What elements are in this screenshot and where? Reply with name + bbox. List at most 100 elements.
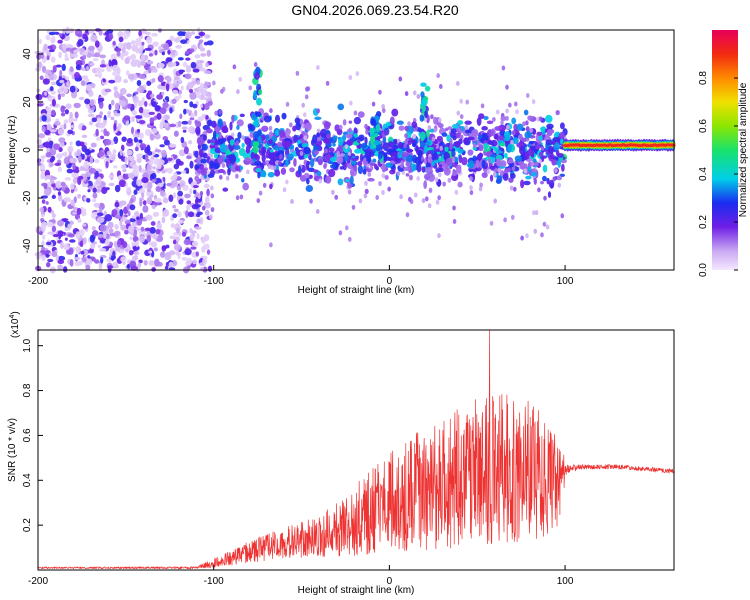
spectrogram-cell xyxy=(436,135,443,142)
spectrogram-cell xyxy=(151,204,156,210)
spectrogram-cell xyxy=(204,201,211,209)
spectrogram-cell xyxy=(75,245,81,254)
spectrogram-cell xyxy=(471,129,478,137)
spectrogram-cell xyxy=(85,258,93,266)
spectrogram-cell xyxy=(555,110,560,116)
spectrogram-cell xyxy=(212,80,216,86)
spectrogram-cell xyxy=(205,114,209,120)
figure-title: GN04.2026.069.23.54.R20 xyxy=(291,2,459,18)
snr-x-tick-label: 100 xyxy=(557,576,574,587)
spectrogram-cell xyxy=(469,185,473,191)
spectrogram-cell xyxy=(268,125,273,131)
spectrogram-cell xyxy=(242,182,249,191)
spectrogram-cell xyxy=(167,49,171,55)
spectrogram-cell xyxy=(87,255,91,259)
spectrogram-cell xyxy=(332,143,336,147)
spectrogram-cell xyxy=(41,240,45,248)
spectrogram-cell xyxy=(149,226,156,234)
spectrogram-cell xyxy=(318,178,323,184)
spectrogram-cell xyxy=(105,160,109,169)
spectrogram-cell xyxy=(47,45,53,49)
spectrogram-cell xyxy=(202,152,208,159)
spectrogram-cell xyxy=(45,106,52,112)
spectrogram-cell xyxy=(505,108,509,114)
spectrogram-cell xyxy=(173,208,179,213)
spectrogram-cell xyxy=(169,123,177,128)
spectrogram-cell xyxy=(89,243,96,250)
spectrogram-x-tick-label: 100 xyxy=(557,276,574,287)
spectrogram-cell xyxy=(105,131,110,137)
spectrogram-cell xyxy=(61,218,69,222)
spectrogram-cell xyxy=(166,182,172,187)
spectrogram-cell xyxy=(195,251,199,257)
spectrogram-cell xyxy=(81,256,87,263)
spectrogram-cell xyxy=(88,90,94,97)
spectrogram-cell xyxy=(41,254,46,261)
spectrogram-cell xyxy=(97,97,105,102)
spectrogram-cell xyxy=(81,153,85,160)
spectrogram-cell xyxy=(97,151,105,157)
spectrogram-cell xyxy=(442,181,446,187)
spectrogram-cell xyxy=(184,50,189,55)
spectrogram-cell xyxy=(45,34,51,41)
spectrogram-cell xyxy=(330,156,337,162)
spectrogram-cell xyxy=(290,198,294,204)
spectrogram-cell xyxy=(369,165,374,171)
spectrogram-cell xyxy=(144,100,148,107)
spectrogram-cell xyxy=(433,116,438,125)
spectrogram-cell xyxy=(118,42,122,50)
spectrogram-cell xyxy=(181,126,188,130)
spectrogram-cell xyxy=(554,168,558,174)
spectrogram-cell xyxy=(40,206,44,213)
spectrogram-cell xyxy=(457,120,464,126)
spectrogram-cell xyxy=(353,116,362,125)
spectrogram-cell xyxy=(182,61,188,68)
spectrogram-cell xyxy=(96,216,104,224)
spectrogram-cell xyxy=(248,85,253,91)
spectrogram-cell xyxy=(451,156,456,162)
spectrogram-cell xyxy=(305,86,309,92)
spectrogram-cell xyxy=(218,109,222,115)
spectrogram-cell xyxy=(235,173,239,179)
spectrogram-cell xyxy=(99,64,107,68)
spectrogram-cell xyxy=(458,138,463,145)
spectrogram-cell xyxy=(169,235,176,240)
spectrogram-cell xyxy=(239,165,244,171)
spectrogram-cell xyxy=(200,88,208,96)
spectrogram-cell xyxy=(96,137,101,141)
spectrogram-cell xyxy=(210,193,215,199)
spectrogram-cell xyxy=(338,230,343,236)
spectrogram-cell xyxy=(299,151,304,157)
spectrogram-cell xyxy=(370,136,376,143)
spectrogram-cell xyxy=(365,128,369,135)
spectrogram-cell xyxy=(521,137,527,143)
spectrogram-cell xyxy=(385,162,393,168)
spectrogram-cell xyxy=(491,145,497,150)
spectrogram-cell xyxy=(44,141,51,149)
spectrogram-cell xyxy=(420,82,427,87)
spectrogram-cell xyxy=(452,218,457,224)
spectrogram-cell xyxy=(35,93,43,101)
spectrogram-frame xyxy=(37,29,675,271)
spectrogram-cell xyxy=(208,139,217,144)
spectrogram-cell xyxy=(113,112,121,117)
spectrogram-cell xyxy=(95,114,103,119)
spectrogram-cell xyxy=(424,196,429,202)
spectrogram-cell xyxy=(73,71,80,79)
spectrogram-cell xyxy=(113,90,120,99)
spectrogram-cell xyxy=(405,173,410,177)
spectrogram-cell xyxy=(174,51,179,57)
spectrogram-cell xyxy=(108,103,112,111)
spectrogram-cell xyxy=(140,59,146,67)
spectrogram-cell xyxy=(206,49,212,57)
spectrogram-cell xyxy=(556,175,563,181)
spectrogram-cell xyxy=(479,182,483,188)
spectrogram-cell xyxy=(176,195,180,201)
spectrogram-cell xyxy=(262,182,267,188)
spectrogram-cell xyxy=(190,48,195,53)
spectrogram-cell xyxy=(363,161,369,165)
spectrogram-cell xyxy=(199,216,204,225)
spectrogram-cell xyxy=(46,110,52,117)
spectrogram-cell xyxy=(542,175,547,182)
spectrogram-cell xyxy=(136,153,144,159)
